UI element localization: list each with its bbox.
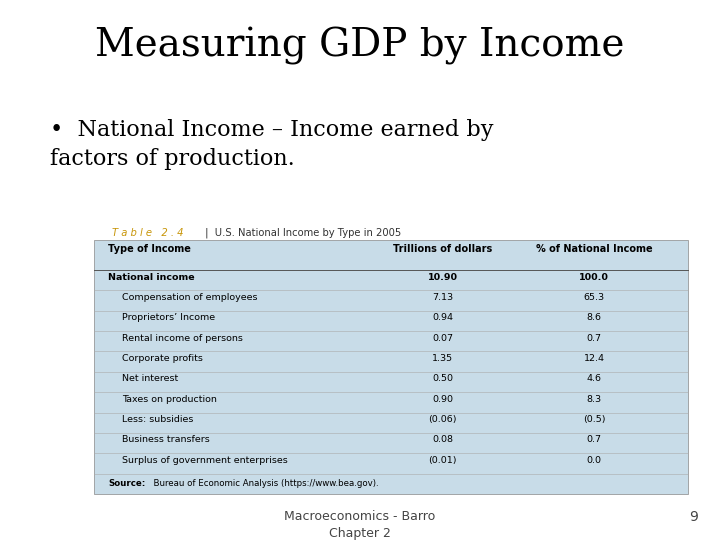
Text: 4.6: 4.6 <box>587 374 601 383</box>
Text: Type of Income: Type of Income <box>108 244 191 254</box>
Text: Proprietors’ Income: Proprietors’ Income <box>122 313 215 322</box>
Text: Source:: Source: <box>108 479 145 488</box>
Text: Corporate profits: Corporate profits <box>122 354 203 363</box>
Text: (0.01): (0.01) <box>428 456 457 465</box>
Text: Net interest: Net interest <box>122 374 179 383</box>
Text: (0.06): (0.06) <box>428 415 457 424</box>
Text: Trillions of dollars: Trillions of dollars <box>393 244 492 254</box>
Text: Bureau of Economic Analysis (https://www.bea.gov).: Bureau of Economic Analysis (https://www… <box>148 479 378 488</box>
Text: National income: National income <box>108 273 194 282</box>
Text: 65.3: 65.3 <box>583 293 605 302</box>
Text: •  National Income – Income earned by
factors of production.: • National Income – Income earned by fac… <box>50 119 494 170</box>
Text: 100.0: 100.0 <box>579 273 609 282</box>
Text: T a b l e   2 . 4: T a b l e 2 . 4 <box>112 228 183 238</box>
FancyBboxPatch shape <box>94 240 688 494</box>
Text: 0.94: 0.94 <box>432 313 454 322</box>
Text: 9: 9 <box>690 510 698 524</box>
Text: 1.35: 1.35 <box>432 354 454 363</box>
Text: Surplus of government enterprises: Surplus of government enterprises <box>122 456 288 465</box>
Text: 0.0: 0.0 <box>587 456 601 465</box>
Text: Macroeconomics - Barro
Chapter 2: Macroeconomics - Barro Chapter 2 <box>284 510 436 540</box>
Text: 0.90: 0.90 <box>432 395 454 404</box>
Text: Measuring GDP by Income: Measuring GDP by Income <box>95 27 625 65</box>
Text: Taxes on production: Taxes on production <box>122 395 217 404</box>
Text: 8.3: 8.3 <box>586 395 602 404</box>
Text: 0.7: 0.7 <box>587 435 601 444</box>
Text: |  U.S. National Income by Type in 2005: | U.S. National Income by Type in 2005 <box>202 228 401 238</box>
Text: Compensation of employees: Compensation of employees <box>122 293 258 302</box>
Text: 0.08: 0.08 <box>432 435 454 444</box>
Text: Less: subsidies: Less: subsidies <box>122 415 194 424</box>
Text: (0.5): (0.5) <box>582 415 606 424</box>
Text: 12.4: 12.4 <box>583 354 605 363</box>
Text: 7.13: 7.13 <box>432 293 454 302</box>
Text: Rental income of persons: Rental income of persons <box>122 334 243 343</box>
Text: 0.50: 0.50 <box>432 374 454 383</box>
Text: 0.7: 0.7 <box>587 334 601 343</box>
Text: 10.90: 10.90 <box>428 273 458 282</box>
Text: Business transfers: Business transfers <box>122 435 210 444</box>
Text: 0.07: 0.07 <box>432 334 454 343</box>
Text: 8.6: 8.6 <box>587 313 601 322</box>
Text: % of National Income: % of National Income <box>536 244 652 254</box>
